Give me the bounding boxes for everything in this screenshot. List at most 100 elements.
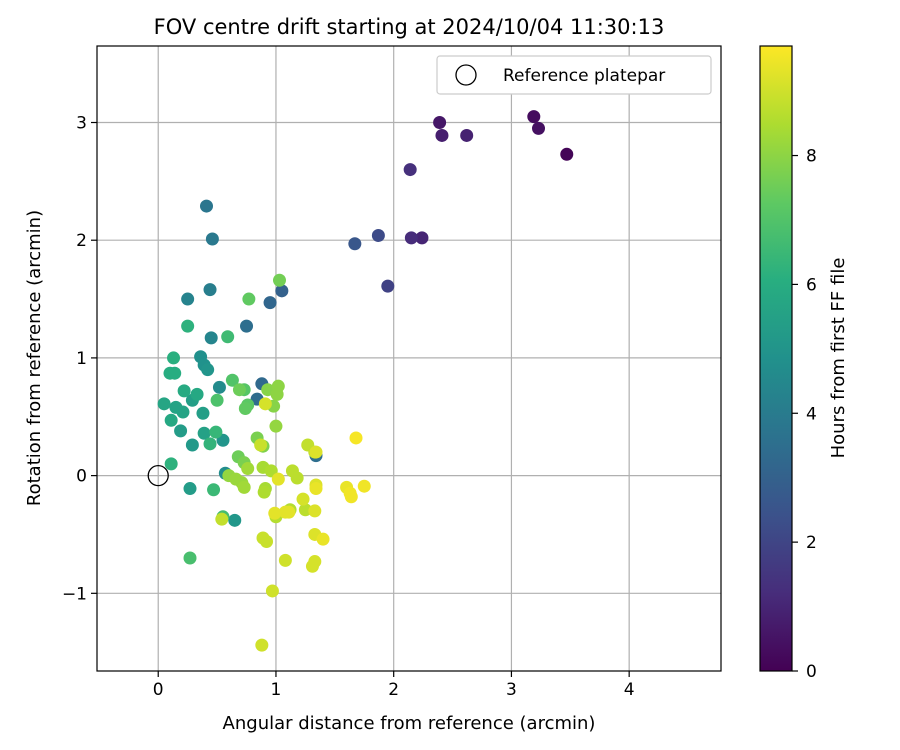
colorbar-tick-label: 4 xyxy=(806,404,817,424)
data-point xyxy=(240,319,254,333)
data-point xyxy=(232,383,246,397)
data-point xyxy=(272,273,286,287)
data-point xyxy=(215,512,229,526)
y-axis-ticks: −1 0 1 2 3 xyxy=(62,114,97,604)
y-tick-label: 1 xyxy=(76,349,87,369)
colorbar-tick-label: 0 xyxy=(806,662,817,682)
data-point xyxy=(199,199,213,213)
data-point xyxy=(205,232,219,246)
data-point xyxy=(309,445,323,459)
data-point xyxy=(255,638,269,652)
chart-title: FOV centre drift starting at 2024/10/04 … xyxy=(154,15,665,39)
data-point xyxy=(348,237,362,251)
data-point xyxy=(460,128,474,142)
data-point xyxy=(197,426,211,440)
data-point xyxy=(225,373,239,387)
data-point xyxy=(381,279,395,293)
data-point xyxy=(298,503,312,517)
data-point xyxy=(270,387,284,401)
grid-lines xyxy=(97,46,721,671)
y-tick-label: 3 xyxy=(76,114,87,134)
reference-marker xyxy=(147,464,169,487)
data-point xyxy=(190,387,204,401)
data-point xyxy=(271,472,285,486)
colorbar-tick-label: 6 xyxy=(806,275,817,295)
data-point xyxy=(177,384,191,398)
data-point xyxy=(169,400,183,414)
data-point xyxy=(404,231,418,245)
data-point xyxy=(254,438,268,452)
data-point xyxy=(308,504,322,518)
data-point xyxy=(204,331,218,345)
data-point xyxy=(260,535,274,549)
data-point xyxy=(258,397,272,411)
data-point xyxy=(349,431,363,445)
data-point xyxy=(241,462,255,476)
data-point xyxy=(263,296,277,310)
data-point xyxy=(265,584,279,598)
data-point xyxy=(357,479,371,493)
data-point xyxy=(278,553,292,567)
data-point xyxy=(164,457,178,471)
data-point xyxy=(435,128,449,142)
legend-label: Reference platepar xyxy=(503,66,665,86)
data-point xyxy=(201,363,215,377)
data-point xyxy=(168,366,182,380)
data-point xyxy=(183,551,197,565)
data-point xyxy=(181,292,195,306)
data-point xyxy=(433,116,447,130)
legend: Reference platepar xyxy=(436,55,712,95)
x-tick-label: 2 xyxy=(388,680,399,700)
colorbar-tick-label: 2 xyxy=(806,533,817,553)
data-point xyxy=(415,231,429,245)
colorbar-ticks: 0 2 4 6 8 xyxy=(792,147,817,682)
data-point xyxy=(221,330,235,344)
x-tick-label: 0 xyxy=(153,680,164,700)
data-point xyxy=(157,397,171,411)
data-point xyxy=(242,292,256,306)
data-points xyxy=(157,110,574,652)
colorbar-label: Hours from first FF file xyxy=(828,258,849,459)
data-point xyxy=(174,424,188,438)
y-tick-label: 2 xyxy=(76,231,87,251)
x-axis-ticks: 0 1 2 3 4 xyxy=(153,671,635,700)
data-point xyxy=(532,121,546,135)
data-point xyxy=(207,483,221,497)
y-tick-label: 0 xyxy=(76,467,87,487)
data-point xyxy=(309,482,323,496)
data-point xyxy=(210,393,224,407)
data-point xyxy=(371,229,385,243)
x-tick-label: 4 xyxy=(624,680,635,700)
data-point xyxy=(290,471,304,485)
colorbar-gradient xyxy=(759,45,793,672)
data-point xyxy=(196,406,210,420)
data-point xyxy=(181,319,195,333)
data-point xyxy=(203,283,217,297)
data-point xyxy=(167,351,181,365)
data-point xyxy=(257,485,271,499)
data-point xyxy=(183,482,197,496)
colorbar-tick-label: 8 xyxy=(806,147,817,167)
data-point xyxy=(203,437,217,451)
data-point xyxy=(269,419,283,433)
y-tick-label: −1 xyxy=(62,584,87,604)
data-point xyxy=(238,402,252,416)
x-axis-label: Angular distance from reference (arcmin) xyxy=(223,713,596,734)
data-point xyxy=(560,147,574,161)
legend-marker xyxy=(455,64,477,86)
data-point xyxy=(296,492,310,506)
data-point xyxy=(212,380,226,394)
data-point xyxy=(268,506,282,520)
data-point xyxy=(316,532,330,546)
data-point xyxy=(185,438,199,452)
data-point xyxy=(228,513,242,527)
x-tick-label: 1 xyxy=(271,680,282,700)
reference-platepar-point xyxy=(147,464,169,487)
data-point xyxy=(164,413,178,427)
data-point xyxy=(344,490,358,504)
colorbar: 0 2 4 6 8 Hours from first FF file xyxy=(759,45,849,682)
data-point xyxy=(209,425,223,439)
data-point xyxy=(527,110,541,124)
y-axis-label: Rotation from reference (arcmin) xyxy=(24,210,45,506)
